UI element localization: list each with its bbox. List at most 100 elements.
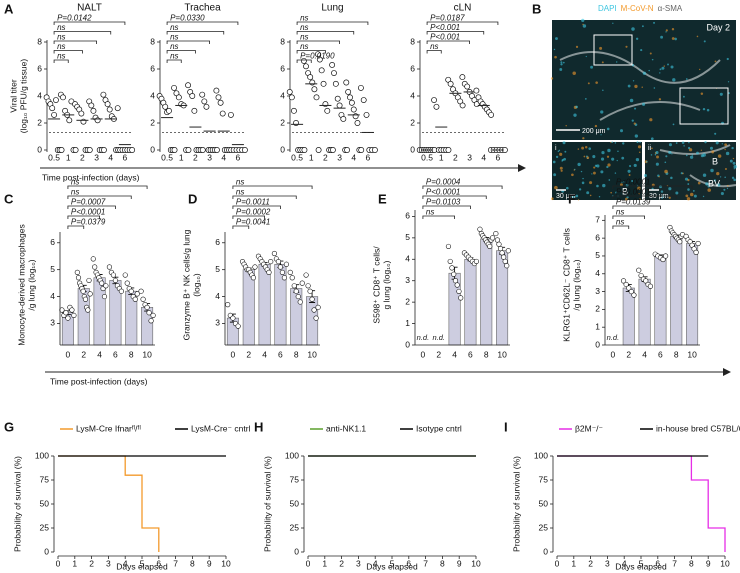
data-point (128, 288, 134, 294)
data-point (114, 105, 121, 112)
significance-bracket (166, 31, 225, 35)
texture-dot (591, 173, 593, 175)
legend-label: LysM-Cre Ifnarᶠˡ/ᶠˡ (76, 423, 141, 433)
texture-dot (707, 188, 711, 192)
texture-dot (555, 37, 558, 40)
y-tick-label: 1 (405, 318, 410, 328)
significance-bracket (296, 31, 355, 35)
texture-dot (702, 173, 707, 177)
texture-dot (554, 185, 558, 190)
significance-bracket (422, 185, 503, 189)
legend-label: Isotype cntrl (416, 423, 462, 433)
bar (258, 263, 271, 346)
x-tick-label: 5 (390, 558, 395, 568)
texture-dot (585, 55, 587, 58)
significance-bracket (232, 225, 250, 229)
texture-dot (592, 155, 596, 159)
texture-dot (651, 58, 654, 61)
x-tick-label: 6 (658, 349, 663, 359)
significance-bracket (426, 31, 485, 35)
data-point (162, 103, 169, 110)
significance-bracket (426, 21, 499, 25)
y-tick-label: 0 (543, 546, 548, 556)
x-tick-label: 4 (97, 349, 102, 359)
data-point (66, 117, 73, 124)
texture-dot (710, 168, 714, 173)
significance-label: ns (57, 33, 65, 42)
texture-dot (663, 65, 665, 67)
texture-dot (596, 184, 599, 188)
texture-dot (633, 163, 637, 167)
y-tick-label: 5 (405, 232, 410, 242)
texture-dot (594, 164, 598, 167)
x-tick-label: 0 (231, 349, 236, 359)
significance-bracket (232, 205, 281, 209)
inset-id: ii (648, 145, 652, 152)
texture-dot (685, 154, 688, 157)
y-tick-label: 8 (280, 36, 285, 46)
subplot-title: Lung (321, 3, 343, 14)
texture-dot (637, 186, 641, 191)
x-tick-label: 6 (366, 152, 371, 162)
texture-dot (559, 166, 563, 170)
data-point (189, 93, 196, 99)
x-tick-label: 0.5 (291, 152, 303, 162)
x-tick-label: 8 (674, 349, 679, 359)
y-axis-label: Granzyme B⁺ NK cells/g lung (181, 229, 191, 340)
data-point (124, 280, 130, 286)
texture-dot (577, 162, 581, 167)
x-tick-label: 2 (436, 349, 441, 359)
legend-label: anti-NK1.1 (326, 423, 366, 433)
texture-dot (562, 141, 566, 145)
data-point (628, 288, 634, 295)
texture-dot (671, 27, 675, 31)
texture-dot (550, 197, 554, 201)
texture-dot (653, 21, 656, 24)
significance-bracket (53, 59, 69, 63)
data-point (104, 101, 111, 108)
data-point (78, 110, 85, 117)
x-tick-label: 5 (140, 558, 145, 568)
data-point (504, 263, 510, 269)
data-point (363, 111, 370, 118)
texture-dot (573, 169, 575, 171)
data-point (268, 258, 274, 265)
data-point (49, 105, 56, 112)
data-point (213, 87, 220, 94)
texture-dot (553, 173, 557, 177)
texture-dot (629, 164, 632, 168)
texture-dot (617, 150, 619, 153)
data-point (313, 315, 319, 321)
tissue-texture (550, 18, 737, 201)
texture-dot (638, 192, 641, 195)
texture-dot (660, 190, 664, 193)
x-tick-label: 6 (113, 349, 118, 359)
texture-dot (671, 153, 673, 155)
x-tick-label: 1 (179, 152, 184, 162)
scale-label: 200 μm (582, 128, 606, 135)
texture-dot (555, 155, 559, 159)
y-tick-label: 2 (405, 296, 410, 306)
subplot-title: NALT (77, 3, 102, 14)
texture-dot (687, 188, 690, 191)
y-tick-label: 0 (280, 144, 285, 154)
bar (654, 255, 667, 346)
texture-dot (713, 179, 717, 182)
texture-dot (627, 84, 631, 88)
texture-dot (681, 141, 685, 144)
x-tick-label: 2 (323, 152, 328, 162)
texture-dot (696, 35, 699, 38)
significance-label: P=0.0011 (236, 198, 270, 207)
significance-bracket (612, 185, 693, 189)
texture-dot (642, 71, 647, 75)
texture-dot (557, 150, 560, 153)
data-point (316, 56, 323, 63)
data-point (82, 296, 89, 302)
texture-dot (560, 63, 563, 66)
x-tick-label: 4 (262, 349, 267, 359)
data-point (354, 120, 361, 126)
y-axis-label: Viral titer (8, 79, 18, 113)
data-point (445, 147, 452, 153)
data-point (140, 296, 146, 302)
x-tick-label: 9 (207, 558, 212, 568)
